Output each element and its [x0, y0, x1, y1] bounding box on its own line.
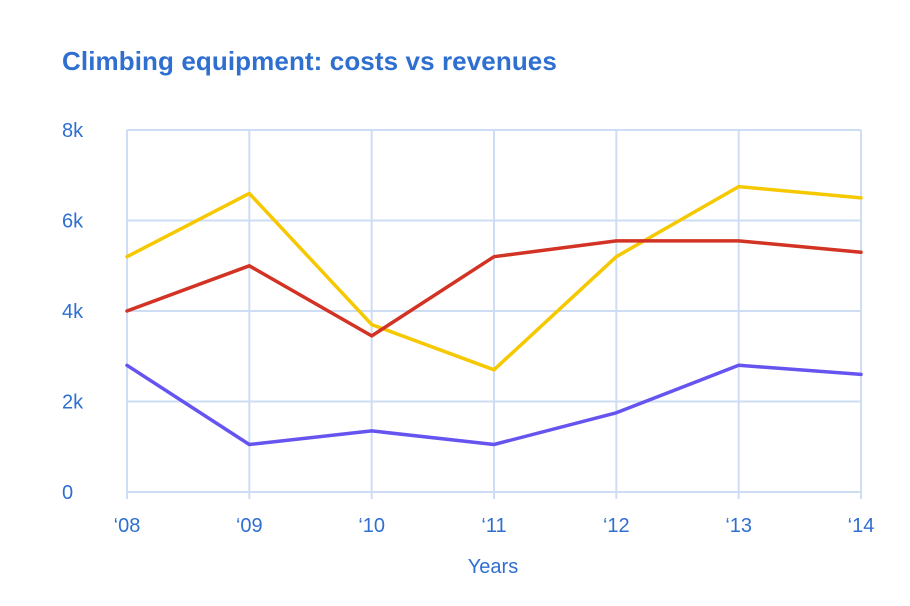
chart-title: Climbing equipment: costs vs revenues — [62, 46, 557, 76]
x-tick-label: ‘09 — [236, 515, 263, 537]
x-tick-label: ‘13 — [725, 515, 752, 537]
tick-label-layer: 0 2k 4k 6k 8k ‘08 ‘09 ‘10 ‘11 ‘12 ‘13 ‘14 — [62, 120, 874, 537]
series-line-2 — [125, 239, 863, 338]
y-tick-label: 2k — [62, 392, 84, 414]
x-tick-label: ‘10 — [358, 515, 385, 537]
series-line-1 — [125, 184, 863, 372]
y-tick-label: 4k — [62, 301, 84, 323]
x-tick-label: ‘08 — [114, 515, 141, 537]
x-tick-label: ‘11 — [481, 515, 506, 537]
x-axis-title: Years — [468, 556, 518, 578]
series-layer — [125, 184, 863, 447]
series-line-3 — [125, 363, 863, 447]
x-tick-label: ‘14 — [848, 515, 875, 537]
y-tick-label: 0 — [62, 482, 73, 504]
y-tick-label: 8k — [62, 120, 84, 142]
x-tick-label: ‘12 — [603, 515, 630, 537]
y-tick-label: 6k — [62, 211, 84, 233]
